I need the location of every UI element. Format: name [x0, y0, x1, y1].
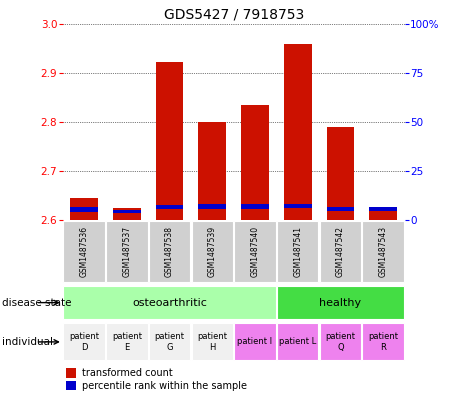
Text: patient
R: patient R [368, 332, 398, 352]
Bar [66, 380, 76, 390]
Bar [156, 205, 184, 209]
Bar [369, 208, 397, 220]
Bar [369, 208, 397, 211]
Bar [63, 221, 105, 282]
Bar [70, 198, 98, 220]
Bar [192, 221, 233, 282]
Bar [113, 208, 141, 220]
Bar [241, 105, 269, 220]
Bar [149, 323, 190, 360]
Bar [199, 204, 226, 209]
Text: healthy: healthy [319, 298, 361, 308]
Bar [277, 286, 404, 319]
Bar [326, 207, 354, 211]
Bar [326, 127, 354, 220]
Title: GDS5427 / 7918753: GDS5427 / 7918753 [164, 7, 304, 21]
Bar [113, 210, 141, 213]
Bar [320, 221, 361, 282]
Text: GSM1487538: GSM1487538 [165, 226, 174, 277]
Bar [284, 44, 312, 220]
Bar [106, 221, 147, 282]
Text: GSM1487541: GSM1487541 [293, 226, 302, 277]
Text: GSM1487537: GSM1487537 [122, 226, 131, 277]
Text: individual: individual [2, 337, 53, 347]
Text: GSM1487542: GSM1487542 [336, 226, 345, 277]
Bar [192, 323, 233, 360]
Bar [363, 323, 404, 360]
Bar [199, 122, 226, 220]
Bar [63, 286, 276, 319]
Text: GSM1487539: GSM1487539 [208, 226, 217, 277]
Text: patient
D: patient D [69, 332, 99, 352]
Bar [363, 221, 404, 282]
Bar [63, 323, 105, 360]
Text: patient
Q: patient Q [326, 332, 355, 352]
Bar [320, 323, 361, 360]
Text: GSM1487543: GSM1487543 [379, 226, 388, 277]
Text: patient
G: patient G [154, 332, 185, 352]
Text: patient I: patient I [238, 338, 272, 346]
Text: patient
E: patient E [112, 332, 142, 352]
Bar [284, 204, 312, 208]
Bar [277, 221, 319, 282]
Text: transformed count: transformed count [81, 368, 173, 378]
Text: disease state: disease state [2, 298, 72, 308]
Text: GSM1487536: GSM1487536 [80, 226, 89, 277]
Bar [234, 221, 276, 282]
Text: patient
H: patient H [197, 332, 227, 352]
Text: patient L: patient L [279, 338, 316, 346]
Bar [234, 323, 276, 360]
Text: percentile rank within the sample: percentile rank within the sample [81, 380, 246, 391]
Bar [277, 323, 319, 360]
Bar [241, 204, 269, 209]
Bar [149, 221, 190, 282]
Bar [106, 323, 147, 360]
Bar [156, 62, 184, 220]
Bar [66, 368, 76, 378]
Bar [70, 207, 98, 212]
Text: osteoarthritic: osteoarthritic [132, 298, 207, 308]
Text: GSM1487540: GSM1487540 [251, 226, 259, 277]
